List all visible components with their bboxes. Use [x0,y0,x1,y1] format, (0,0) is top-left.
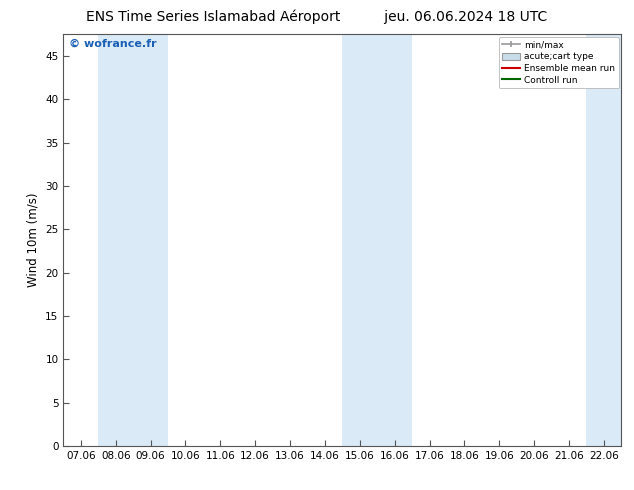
Text: © wofrance.fr: © wofrance.fr [69,38,157,49]
Text: ENS Time Series Islamabad Aéroport          jeu. 06.06.2024 18 UTC: ENS Time Series Islamabad Aéroport jeu. … [86,10,548,24]
Y-axis label: Wind 10m (m/s): Wind 10m (m/s) [27,193,40,287]
Bar [342,34,412,446]
Bar [98,34,168,446]
Legend: min/max, acute;cart type, Ensemble mean run, Controll run: min/max, acute;cart type, Ensemble mean … [499,37,619,88]
Bar [586,34,621,446]
